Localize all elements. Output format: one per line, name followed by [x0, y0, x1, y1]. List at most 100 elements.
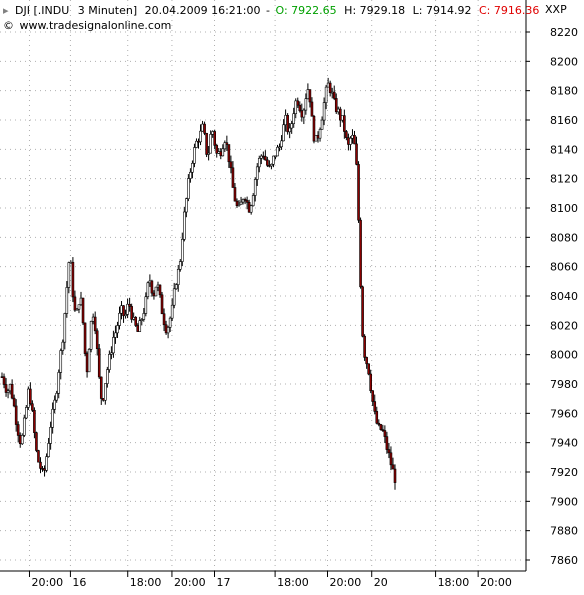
- header-datetime: 20.04.2009 16:21:00: [145, 4, 261, 17]
- candle-down: [308, 89, 312, 103]
- candle-down: [365, 357, 368, 365]
- candle-down: [334, 98, 338, 113]
- candle-down: [14, 405, 18, 425]
- candle-down: [2, 376, 6, 385]
- candle-up: [351, 134, 354, 139]
- candle-down: [286, 114, 289, 133]
- candle-down: [71, 261, 75, 298]
- candle-up: [47, 443, 50, 457]
- candle-down: [43, 468, 46, 471]
- candle-up: [176, 269, 180, 285]
- candle-down: [152, 292, 156, 297]
- copyright-icon: ©: [3, 19, 14, 32]
- y-tick-label: 7980: [550, 378, 578, 391]
- candle-up: [138, 320, 142, 332]
- candle-down: [97, 348, 101, 378]
- header-low-label: L:: [413, 4, 423, 17]
- x-tick-label: 17: [217, 576, 231, 589]
- candle-down: [328, 82, 332, 94]
- candle-down: [134, 317, 138, 326]
- candle-up: [259, 155, 263, 159]
- candle-up: [25, 407, 28, 419]
- candle-up: [211, 131, 214, 135]
- candle-down: [373, 401, 377, 412]
- y-tick-label: 8060: [550, 261, 578, 274]
- x-tick-label: 20: [374, 576, 388, 589]
- candle-up: [168, 317, 172, 328]
- candle-down: [83, 322, 87, 354]
- candle-up: [189, 171, 192, 179]
- candle-up: [249, 205, 253, 213]
- candle-down: [219, 151, 223, 157]
- candle-up: [274, 155, 277, 158]
- candle-down: [101, 398, 105, 401]
- candle-up: [89, 321, 93, 350]
- candle-up: [110, 352, 113, 355]
- candle-up: [294, 100, 298, 114]
- candle-up: [306, 89, 310, 100]
- y-tick-label: 7900: [550, 495, 578, 508]
- candle-up: [320, 119, 324, 130]
- candle-down: [81, 297, 85, 324]
- candle-up: [255, 166, 259, 180]
- candle-up: [112, 337, 115, 354]
- y-axis-ticks: 7860 7880 7900 7920 7940 7960 7980 8000 8020 8040…: [526, 26, 578, 567]
- candle-down: [347, 137, 350, 145]
- candle-up: [57, 372, 61, 394]
- candle-up: [65, 287, 69, 314]
- candle-down: [379, 424, 383, 430]
- candle-down: [136, 325, 140, 332]
- candle-down: [298, 104, 302, 112]
- candle-up: [51, 408, 54, 428]
- candle-down: [164, 324, 168, 334]
- candle-down: [85, 353, 89, 373]
- candle-up: [330, 91, 334, 94]
- grid: [0, 0, 526, 571]
- x-tick-label: 18:00: [130, 576, 162, 589]
- y-tick-label: 7960: [550, 407, 578, 420]
- header-open-label: O:: [276, 4, 288, 17]
- y-tick-label: 7880: [550, 525, 578, 538]
- candle-down: [383, 430, 387, 437]
- candle-up: [118, 312, 121, 326]
- x-tick-label: 20:00: [31, 576, 63, 589]
- candle-up: [284, 114, 287, 126]
- candle-up: [349, 137, 352, 145]
- candle-up: [120, 305, 123, 314]
- candle-down: [162, 313, 166, 326]
- candle-up: [104, 383, 107, 401]
- x-tick-label: 16: [72, 576, 86, 589]
- candle-down: [31, 403, 34, 411]
- candle-down: [0, 376, 4, 378]
- candle-up: [170, 304, 174, 319]
- candle-down: [158, 284, 162, 296]
- candle-up: [207, 152, 210, 155]
- candle-down: [29, 388, 32, 405]
- candle-down: [16, 424, 20, 436]
- candle-down: [359, 219, 362, 288]
- candle-down: [12, 397, 16, 407]
- candle-down: [343, 115, 346, 132]
- candle-up: [124, 314, 127, 317]
- candle-up: [108, 354, 111, 370]
- candle-up: [217, 151, 221, 154]
- candle-down: [353, 134, 356, 145]
- candle-up: [77, 304, 81, 310]
- candle-up: [302, 109, 306, 118]
- candle-down: [73, 296, 77, 311]
- header-low-value: 7914.92: [426, 4, 472, 17]
- candle-down: [357, 164, 360, 221]
- candle-down: [389, 452, 393, 466]
- candle-down: [205, 132, 208, 155]
- candle-down: [266, 159, 269, 166]
- candle-up: [22, 417, 26, 436]
- candle-up: [253, 179, 257, 196]
- x-tick-label: 18:00: [438, 576, 470, 589]
- candle-up: [183, 211, 186, 240]
- candle-down: [310, 101, 314, 117]
- candle-up: [209, 134, 212, 154]
- candle-up: [288, 127, 291, 133]
- candle-up: [55, 392, 58, 401]
- candle-up: [140, 319, 144, 321]
- exchange-label: XXP: [545, 3, 567, 16]
